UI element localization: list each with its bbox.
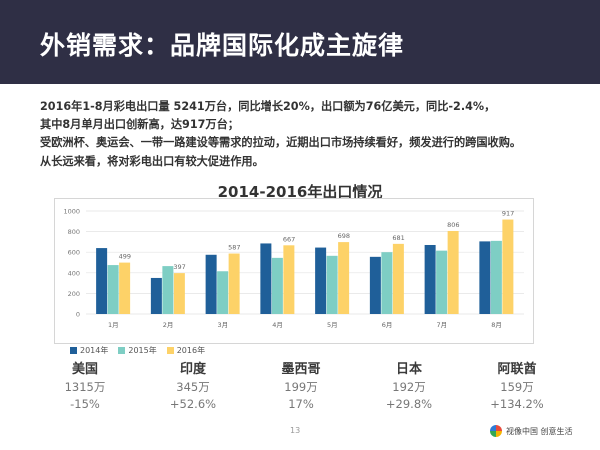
data-label: 917 xyxy=(502,210,514,218)
legend-swatch xyxy=(118,347,126,354)
x-tick-label: 4月 xyxy=(272,321,283,329)
country-volume: 159万 xyxy=(500,380,534,394)
legend-item: 2016年 xyxy=(166,345,206,356)
brand-logo-icon xyxy=(490,425,502,437)
bar xyxy=(217,271,229,314)
data-label: 499 xyxy=(119,253,131,261)
y-tick-label: 600 xyxy=(68,249,80,257)
bar xyxy=(119,262,131,314)
summary-line: 从长远来看，将对彩电出口有较大促进作用。 xyxy=(40,154,264,168)
y-tick-label: 0 xyxy=(76,311,80,319)
bar xyxy=(283,245,295,314)
y-tick-label: 800 xyxy=(68,228,80,236)
bar xyxy=(381,252,393,314)
bar xyxy=(392,243,404,314)
bar xyxy=(205,254,217,314)
bar xyxy=(424,244,436,314)
country-volume: 1315万 xyxy=(64,380,106,394)
x-tick-label: 7月 xyxy=(437,321,448,329)
bar xyxy=(271,257,283,314)
data-label: 681 xyxy=(392,234,404,242)
chart-title: 2014-2016年出口情况 xyxy=(217,183,383,201)
summary-line: 受欧洲杯、奥运会、一带一路建设等需求的拉动，近期出口市场持续看好，频发进行的跨国… xyxy=(40,136,522,150)
country-change: +29.8% xyxy=(385,397,433,411)
page-title: 外销需求：品牌国际化成主旋律 xyxy=(40,31,405,60)
title-bar: 外销需求：品牌国际化成主旋律 xyxy=(0,0,600,84)
y-tick-label: 1000 xyxy=(63,208,80,216)
country-change: -15% xyxy=(70,397,100,411)
bar xyxy=(173,273,185,314)
country-name: 日本 xyxy=(395,362,422,377)
data-label: 667 xyxy=(283,235,295,243)
summary-line: 2016年1-8月彩电出口量 5241万台，同比增长20%，出口额为76亿美元，… xyxy=(40,100,496,113)
x-tick-label: 2月 xyxy=(163,321,174,329)
country-volume: 199万 xyxy=(284,380,318,394)
legend-label: 2014年 xyxy=(80,346,109,355)
country-change: 17% xyxy=(288,397,314,411)
bar xyxy=(479,241,491,314)
x-tick-label: 3月 xyxy=(218,321,229,329)
brand-logo: 视像中国 创意生活 xyxy=(490,425,573,437)
brand-name: 视像中国 创意生活 xyxy=(506,426,573,436)
legend-swatch xyxy=(166,347,174,354)
bar xyxy=(447,230,459,314)
x-tick-label: 1月 xyxy=(108,321,119,329)
bar xyxy=(107,265,119,314)
country-name: 美国 xyxy=(71,362,98,377)
summary-line: 其中8月单月出口创新高，达917万台； xyxy=(40,118,239,132)
bar xyxy=(502,219,514,314)
bar xyxy=(369,256,381,314)
x-tick-label: 5月 xyxy=(327,321,338,329)
bar xyxy=(338,242,350,314)
bar xyxy=(436,250,448,314)
x-tick-label: 8月 xyxy=(491,321,502,329)
country-name: 印度 xyxy=(179,362,206,377)
bar xyxy=(150,277,162,314)
country-stats: 美国 1315万 -15% 印度 345万 +52.6% 墨西哥 199万 17… xyxy=(40,358,560,418)
data-label: 806 xyxy=(447,221,459,229)
country-stat: 日本 192万 +29.8% xyxy=(364,358,454,411)
bar xyxy=(228,253,240,314)
country-stat: 阿联酋 159万 +134.2% xyxy=(472,358,562,411)
country-volume: 345万 xyxy=(176,380,210,394)
bar xyxy=(260,243,272,314)
bar xyxy=(162,266,174,314)
chart-frame xyxy=(54,198,534,344)
data-label: 587 xyxy=(228,244,240,252)
legend-item: 2015年 xyxy=(118,345,157,356)
bar xyxy=(315,247,327,314)
bar xyxy=(326,255,338,314)
data-label: 698 xyxy=(338,232,350,240)
country-volume: 192万 xyxy=(392,380,426,394)
x-tick-label: 6月 xyxy=(382,321,393,329)
legend-item: 2014年 xyxy=(70,345,108,356)
bar xyxy=(96,248,108,314)
country-change: +52.6% xyxy=(169,397,217,411)
legend-swatch xyxy=(70,347,77,354)
chart-legend: 2014年 2015年 2016年 xyxy=(70,345,205,356)
page-number: 13 xyxy=(290,426,301,435)
legend-label: 2015年 xyxy=(128,346,157,355)
country-stat: 印度 345万 +52.6% xyxy=(148,358,238,411)
y-tick-label: 200 xyxy=(68,290,80,298)
legend-label: 2016年 xyxy=(176,346,206,355)
summary-text: 2016年1-8月彩电出口量 5241万台，同比增长20%，出口额为76亿美元，… xyxy=(40,98,580,171)
country-stat: 墨西哥 199万 17% xyxy=(256,358,346,411)
data-label: 397 xyxy=(173,263,185,271)
country-name: 墨西哥 xyxy=(281,362,321,377)
country-name: 阿联酋 xyxy=(497,362,537,377)
country-stat: 美国 1315万 -15% xyxy=(40,358,130,411)
country-change: +134.2% xyxy=(490,397,544,411)
y-tick-label: 400 xyxy=(68,269,80,277)
bar xyxy=(490,240,502,314)
